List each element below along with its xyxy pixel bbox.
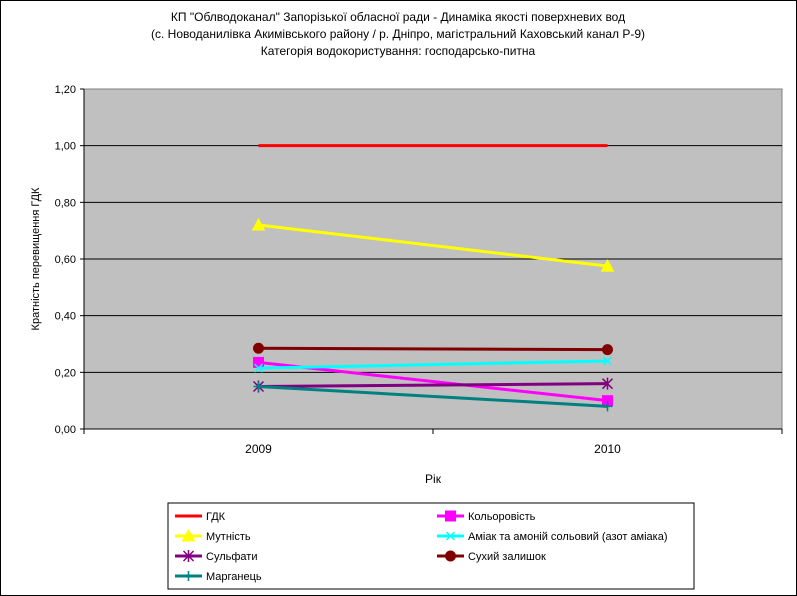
legend-marker — [445, 550, 456, 562]
series-марганець-line — [258, 385, 608, 408]
series-сухий-залишок-point — [602, 344, 613, 356]
series-кольоровість-point — [253, 356, 264, 368]
y-tick-label: 1,00 — [55, 141, 76, 153]
legend-marker — [445, 510, 456, 522]
legend-item-марганець: Марганець — [175, 571, 262, 583]
x-tick-label: 2009 — [245, 442, 272, 456]
legend-item-сухий-залишок: Сухий залишок — [437, 550, 546, 563]
series-мутність-point — [600, 259, 615, 272]
legend-marker — [182, 550, 195, 562]
legend-item-гдк: ГДК — [175, 511, 226, 523]
chart-title-line-3: Категорія водокористування: господарсько… — [261, 44, 536, 58]
series-сульфати-line — [258, 382, 608, 388]
legend-label: Мутність — [206, 531, 251, 543]
legend-label: Аміак та амоній сольовий (азот аміака) — [468, 531, 668, 543]
legend-marker — [183, 571, 194, 581]
series-марганець — [253, 381, 613, 412]
legend-marker — [445, 531, 456, 541]
series-кольоровість-line — [258, 360, 608, 403]
series-мутність — [251, 217, 615, 272]
legend-box — [167, 502, 695, 590]
x-axis-title: Рік — [425, 472, 442, 486]
series-аміак-та-амоній-сольовий-азот-аміака-point — [602, 356, 613, 366]
axis-layer: 0,00 0,20 0,40 0,60 0,80 1,00 1,20 2009 2010 — [55, 84, 783, 456]
y-tick-label: 0,20 — [55, 367, 76, 379]
y-tick-label: 0,00 — [55, 424, 76, 436]
legend-marker — [181, 528, 196, 542]
x-tick-label: 2010 — [594, 442, 621, 456]
series-марганець-point — [602, 401, 613, 412]
y-tick-label: 0,60 — [55, 254, 76, 266]
series-сухий-залишок-point — [253, 342, 264, 354]
series-марганець-point — [253, 381, 264, 392]
series-сульфати-point — [601, 377, 614, 390]
series-аміак-та-амоній-сольовий-азот-аміака-point — [253, 363, 264, 373]
y-tick-label: 0,40 — [55, 311, 76, 323]
legend-item-мутність: Мутність — [175, 528, 251, 543]
chart-title-line-2: (с. Новоданилівка Акимівського району / … — [151, 27, 645, 41]
legend-item-кольоровість: Кольоровість — [437, 510, 536, 523]
series-сухий-залишок-line — [258, 346, 608, 352]
chart-title-line-1: КП "Облводоканал" Запорізької обласної р… — [171, 10, 625, 24]
series-аміак-та-амоній-сольовий-азот-аміака — [253, 356, 613, 373]
legend-label: Сульфати — [206, 551, 257, 563]
y-tick-label: 0,80 — [55, 197, 76, 209]
y-tick-label: 1,20 — [55, 84, 76, 96]
series-аміак-та-амоній-сольовий-азот-аміака-line — [258, 359, 608, 370]
legend-label: Кольоровість — [468, 511, 536, 523]
legend-label: Марганець — [206, 571, 262, 583]
legend-item-сульфати: Сульфати — [175, 550, 257, 563]
legend-label: ГДК — [206, 511, 226, 523]
series-сухий-залишок — [253, 342, 613, 356]
legend: ГДК Кольоровість Мутність Аміак та амоній с… — [175, 510, 668, 583]
legend-item-аміак-та-амоній-сольовий-азот-аміака: Аміак та амоній сольовий (азот аміака) — [437, 531, 668, 543]
series-мутність-point — [251, 217, 266, 231]
y-axis-title: Кратність перевищення ГДК — [30, 187, 42, 330]
legend-label: Сухий залишок — [468, 551, 546, 563]
series-мутність-line — [258, 223, 608, 268]
series-layer — [251, 144, 615, 412]
